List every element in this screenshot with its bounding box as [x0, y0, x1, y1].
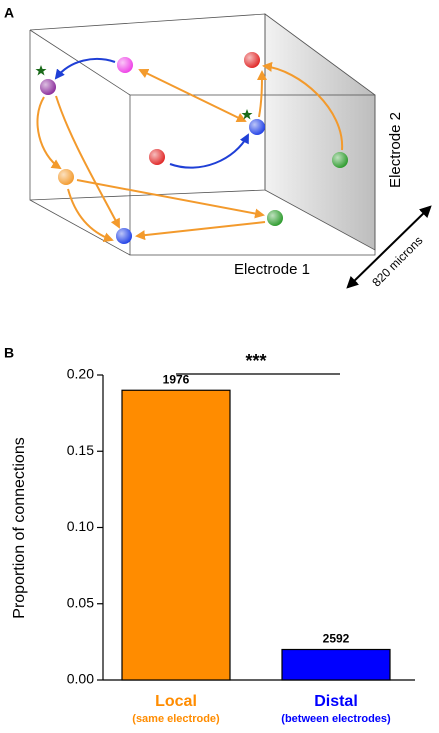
- bar-count: 1976: [163, 372, 190, 386]
- x-tick-label: Distal: [314, 693, 358, 710]
- front-face: [129, 94, 376, 256]
- bar: [281, 648, 391, 681]
- y-tick-label: 0.15: [67, 442, 94, 458]
- neurons: [35, 52, 348, 244]
- neuron-shine: [117, 57, 133, 73]
- neuron-shine: [332, 152, 348, 168]
- scale-label: 820 microns: [369, 233, 425, 289]
- x-tick-note: (between electrodes): [281, 713, 391, 725]
- bar: [121, 389, 231, 681]
- x-tick-label: Local: [155, 693, 197, 710]
- neuron-shine: [149, 149, 165, 165]
- arrow: [135, 221, 266, 241]
- y-tick-label: 0.00: [67, 671, 94, 687]
- axis-name: Electrode 2: [387, 112, 404, 188]
- neuron-shine: [244, 52, 260, 68]
- arrow: [138, 68, 247, 123]
- star-marker: [241, 109, 253, 120]
- star-marker: [35, 65, 47, 76]
- neuron-shine: [116, 228, 132, 244]
- arrow: [76, 179, 265, 219]
- arrow: [67, 188, 114, 242]
- arrows: [36, 58, 344, 242]
- arrow: [262, 61, 344, 151]
- y-tick-label: 0.10: [67, 518, 94, 534]
- y-axis-label: Proportion of connections: [11, 437, 28, 618]
- arrow: [256, 70, 267, 118]
- x-tick-note: (same electrode): [132, 713, 220, 725]
- neuron-shine: [267, 210, 283, 226]
- back-face: [29, 13, 266, 201]
- y-tick-label: 0.05: [67, 594, 94, 610]
- arrow: [36, 96, 62, 170]
- panel-label: A: [4, 5, 14, 21]
- axis-name: Electrode 1: [234, 261, 310, 278]
- arrow: [54, 58, 116, 80]
- scale-arrow: [346, 205, 432, 289]
- y-tick-label: 0.20: [67, 366, 94, 382]
- neuron-shine: [40, 79, 56, 95]
- neuron-shine: [58, 169, 74, 185]
- panel-label: B: [4, 345, 14, 361]
- arrow: [55, 95, 120, 229]
- panel-a: [29, 13, 376, 256]
- significance-label: ***: [245, 351, 266, 371]
- edge: [29, 199, 131, 256]
- arrow: [169, 133, 249, 169]
- bar-count: 2592: [323, 632, 350, 646]
- neuron-shine: [249, 119, 265, 135]
